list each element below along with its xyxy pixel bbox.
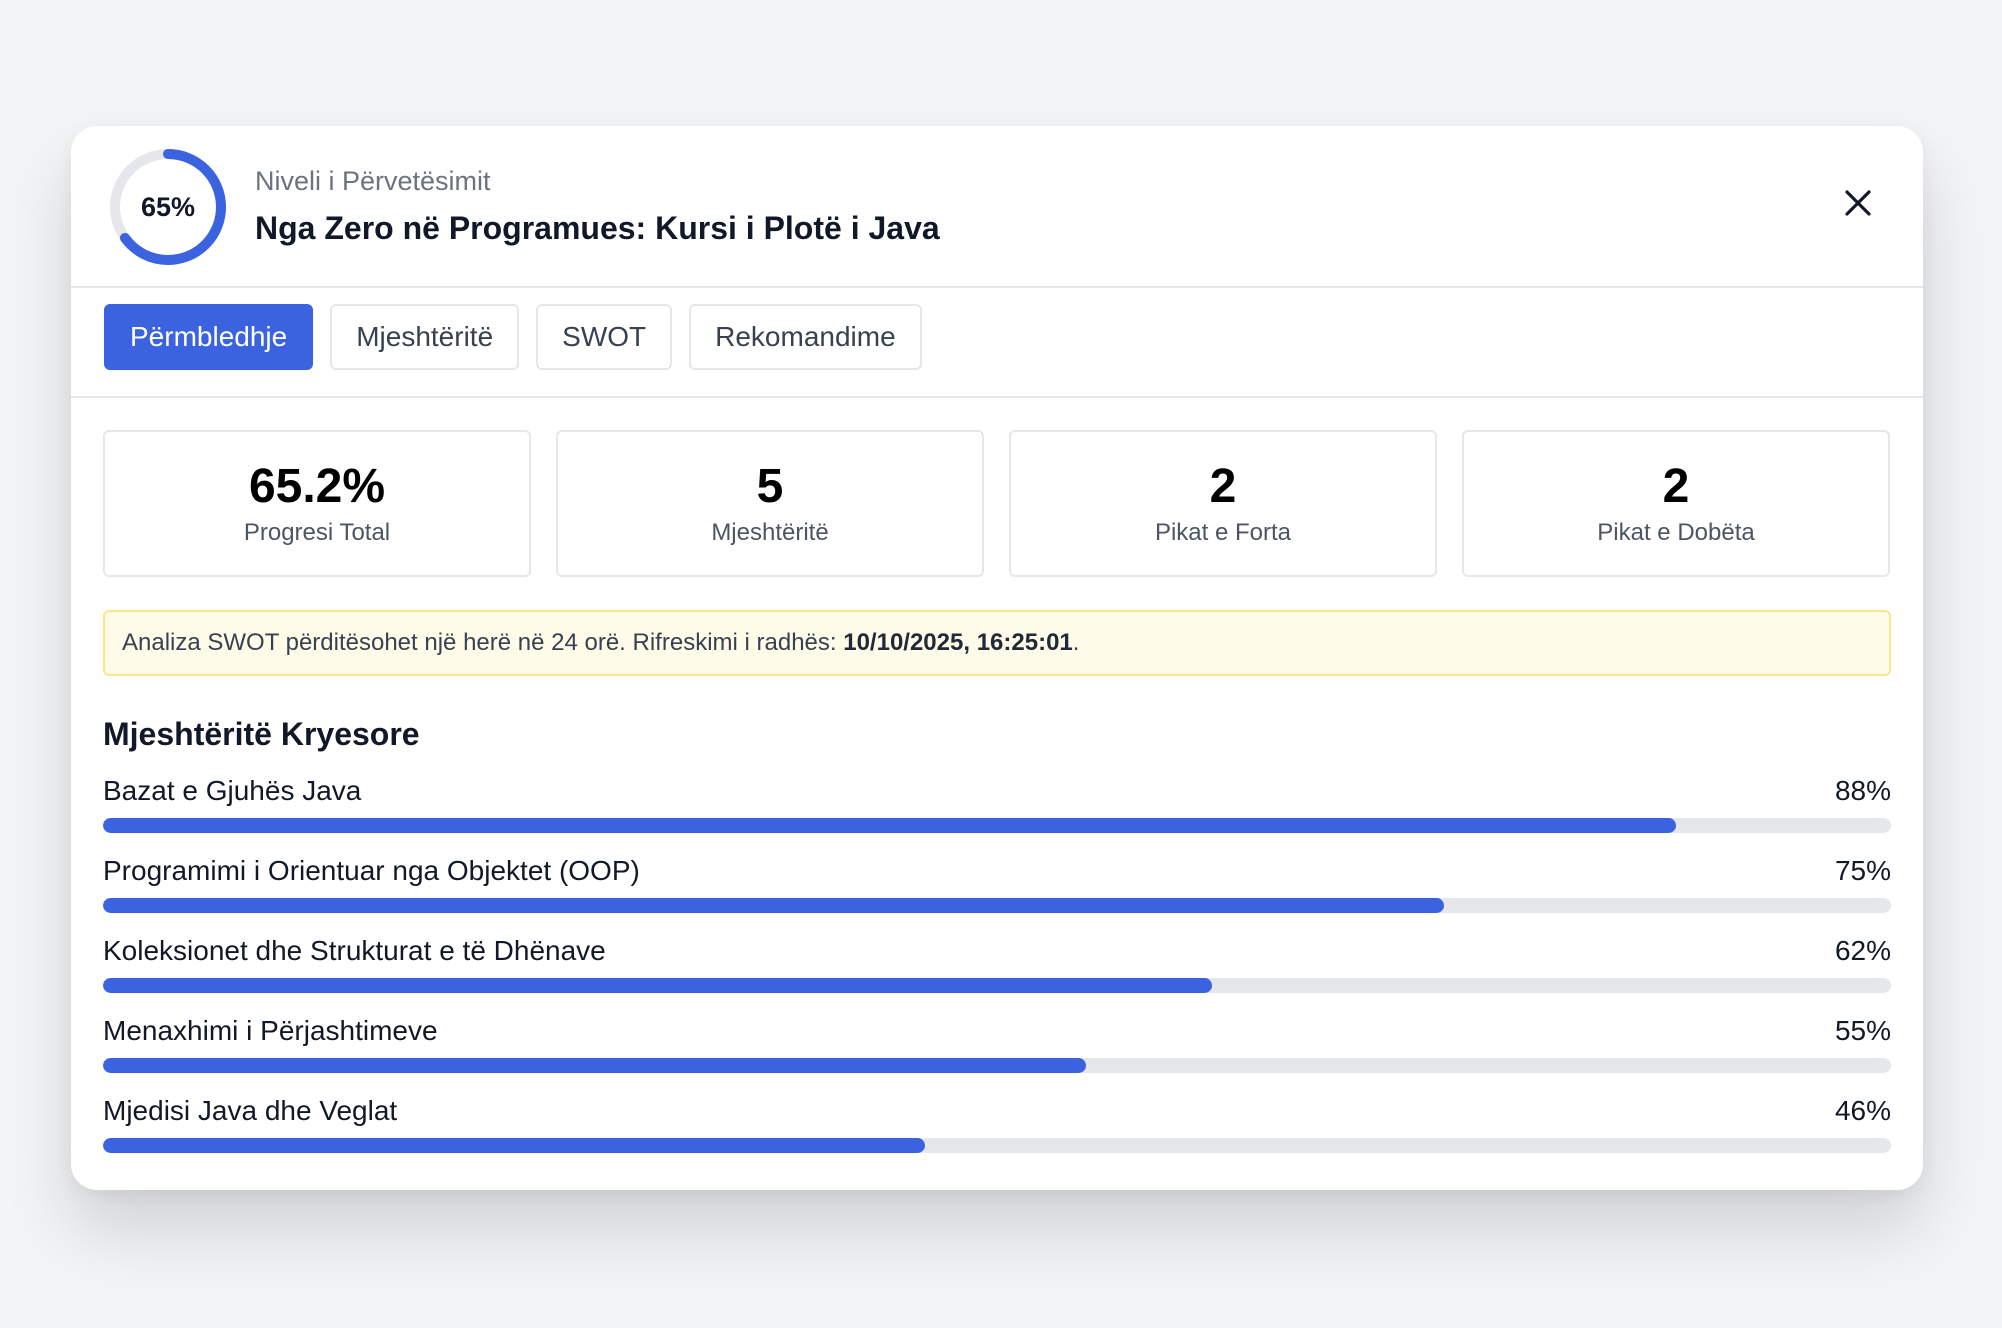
tab-permbledhje[interactable]: Përmbledhje — [104, 304, 314, 370]
notice-text: Analiza SWOT përditësohet një herë në 24… — [122, 629, 844, 656]
tabs-divider — [71, 396, 1923, 398]
skill-name: Koleksionet dhe Strukturat e të Dhënave — [103, 935, 606, 966]
stat-value: 65.2% — [248, 460, 386, 513]
skill-item: Programimi i Orientuar nga Objektet (OOP… — [103, 854, 1891, 934]
skill-progress-bar — [103, 978, 1891, 993]
skill-progress-fill — [103, 898, 1444, 913]
tab-bar: Përmbledhje Mjeshtëritë SWOT Rekomandime — [104, 304, 922, 370]
skill-percent: 46% — [1834, 1095, 1891, 1126]
mastery-modal: 65% Niveli i Përvetësimit Nga Zero në Pr… — [71, 126, 1923, 1190]
skill-progress-fill — [103, 818, 1677, 833]
stat-value: 2 — [1662, 460, 1690, 513]
skill-percent: 75% — [1834, 855, 1891, 886]
stat-label: Progresi Total — [243, 519, 391, 546]
notice-suffix: . — [1072, 629, 1080, 656]
skill-progress-fill — [103, 1058, 1087, 1073]
skill-item: Mjedisi Java dhe Veglat 46% — [103, 1094, 1891, 1174]
skill-progress-fill — [103, 1138, 926, 1153]
modal-title: Nga Zero në Programues: Kursi i Plotë i … — [255, 210, 940, 246]
skill-progress-bar — [103, 1138, 1891, 1153]
skill-percent: 55% — [1834, 1015, 1891, 1046]
stat-label: Mjeshtëritë — [711, 519, 829, 546]
progress-ring-arc — [110, 149, 226, 265]
skill-progress-bar — [103, 818, 1891, 833]
stat-label: Pikat e Dobëta — [1597, 519, 1755, 546]
skill-name: Bazat e Gjuhës Java — [103, 775, 362, 806]
skill-name: Menaxhimi i Përjashtimeve — [103, 1015, 438, 1046]
close-button[interactable] — [1835, 180, 1881, 226]
section-title: Mjeshtëritë Kryesore — [103, 716, 420, 752]
skill-percent: 88% — [1834, 775, 1891, 806]
tab-swot[interactable]: SWOT — [536, 304, 673, 370]
stat-card-skills: 5 Mjeshtëritë — [556, 430, 984, 577]
header-text: Niveli i Përvetësimit Nga Zero në Progra… — [255, 164, 940, 248]
progress-ring-graphic — [110, 149, 226, 265]
stat-card-weaknesses: 2 Pikat e Dobëta — [1462, 430, 1890, 577]
skills-list: Bazat e Gjuhës Java 88% Programimi i Ori… — [103, 774, 1891, 1174]
tab-mjeshterite[interactable]: Mjeshtëritë — [330, 304, 520, 370]
skill-item: Bazat e Gjuhës Java 88% — [103, 774, 1891, 854]
skill-item: Koleksionet dhe Strukturat e të Dhënave … — [103, 934, 1891, 1014]
skill-progress-bar — [103, 1058, 1891, 1073]
skill-progress-fill — [103, 978, 1212, 993]
skill-name: Programimi i Orientuar nga Objektet (OOP… — [103, 855, 640, 886]
skill-progress-bar — [103, 898, 1891, 913]
skill-name: Mjedisi Java dhe Veglat — [103, 1095, 398, 1126]
notice-next-refresh: 10/10/2025, 16:25:01 — [843, 629, 1073, 656]
progress-ring: 65% — [108, 147, 228, 267]
stats-row: 65.2% Progresi Total 5 Mjeshtëritë 2 Pik… — [103, 430, 1890, 577]
stat-value: 5 — [756, 460, 784, 513]
close-icon[interactable] — [1835, 180, 1881, 226]
swot-refresh-notice: Analiza SWOT përditësohet një herë në 24… — [103, 610, 1891, 676]
modal-header: 65% Niveli i Përvetësimit Nga Zero në Pr… — [71, 126, 1923, 288]
skill-percent: 62% — [1834, 935, 1891, 966]
modal-subtitle: Niveli i Përvetësimit — [255, 166, 491, 196]
skill-item: Menaxhimi i Përjashtimeve 55% — [103, 1014, 1891, 1094]
stat-value: 2 — [1209, 460, 1237, 513]
tab-rekomandime[interactable]: Rekomandime — [689, 304, 922, 370]
progress-ring-label: 65% — [140, 192, 196, 222]
stat-card-total-progress: 65.2% Progresi Total — [103, 430, 531, 577]
stat-card-strengths: 2 Pikat e Forta — [1009, 430, 1437, 577]
stat-label: Pikat e Forta — [1154, 519, 1292, 546]
